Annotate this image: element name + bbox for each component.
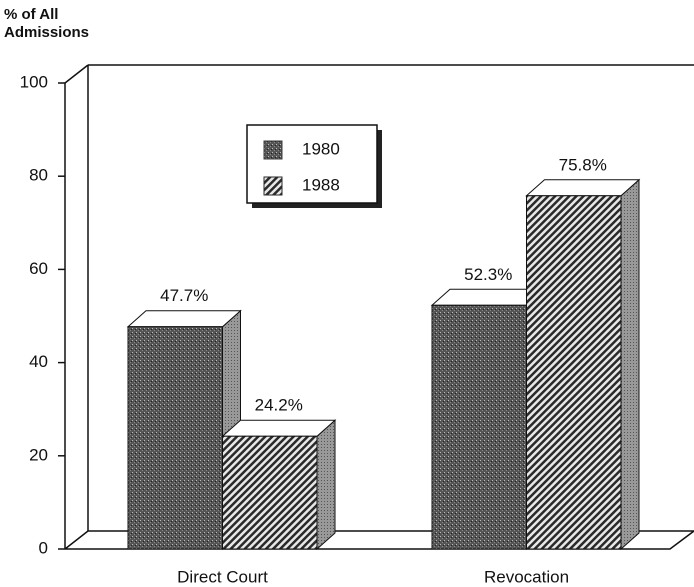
- legend-swatch: [263, 176, 283, 196]
- bar-top: [525, 179, 641, 197]
- bar: [526, 195, 622, 550]
- legend-label: 1980: [302, 139, 340, 158]
- y-tick-label: 20: [29, 445, 48, 464]
- bar: [222, 435, 318, 550]
- value-label: 47.7%: [160, 286, 208, 305]
- y-tick-label: 80: [29, 166, 48, 185]
- value-label: 24.2%: [255, 396, 303, 415]
- y-tick-label: 0: [39, 538, 48, 557]
- x-tick-label: Direct Court: [177, 567, 268, 586]
- y-axis-label: % of All Admissions: [4, 6, 90, 41]
- y-tick-label: 60: [29, 259, 48, 278]
- bar-side: [316, 419, 336, 551]
- value-label: 75.8%: [559, 155, 607, 174]
- bar: [127, 326, 223, 550]
- legend-swatch: [263, 140, 283, 160]
- value-label: 52.3%: [464, 265, 512, 284]
- legend-label: 1988: [302, 175, 340, 194]
- bar-top: [221, 419, 337, 437]
- bar: [431, 304, 527, 550]
- y-tick-label: 100: [20, 72, 48, 91]
- x-tick-label: Revocation: [484, 567, 569, 586]
- bar-top: [126, 310, 242, 328]
- legend: 1980 1988: [246, 124, 382, 208]
- bar-side: [620, 178, 640, 551]
- y-tick-label: 40: [29, 352, 48, 371]
